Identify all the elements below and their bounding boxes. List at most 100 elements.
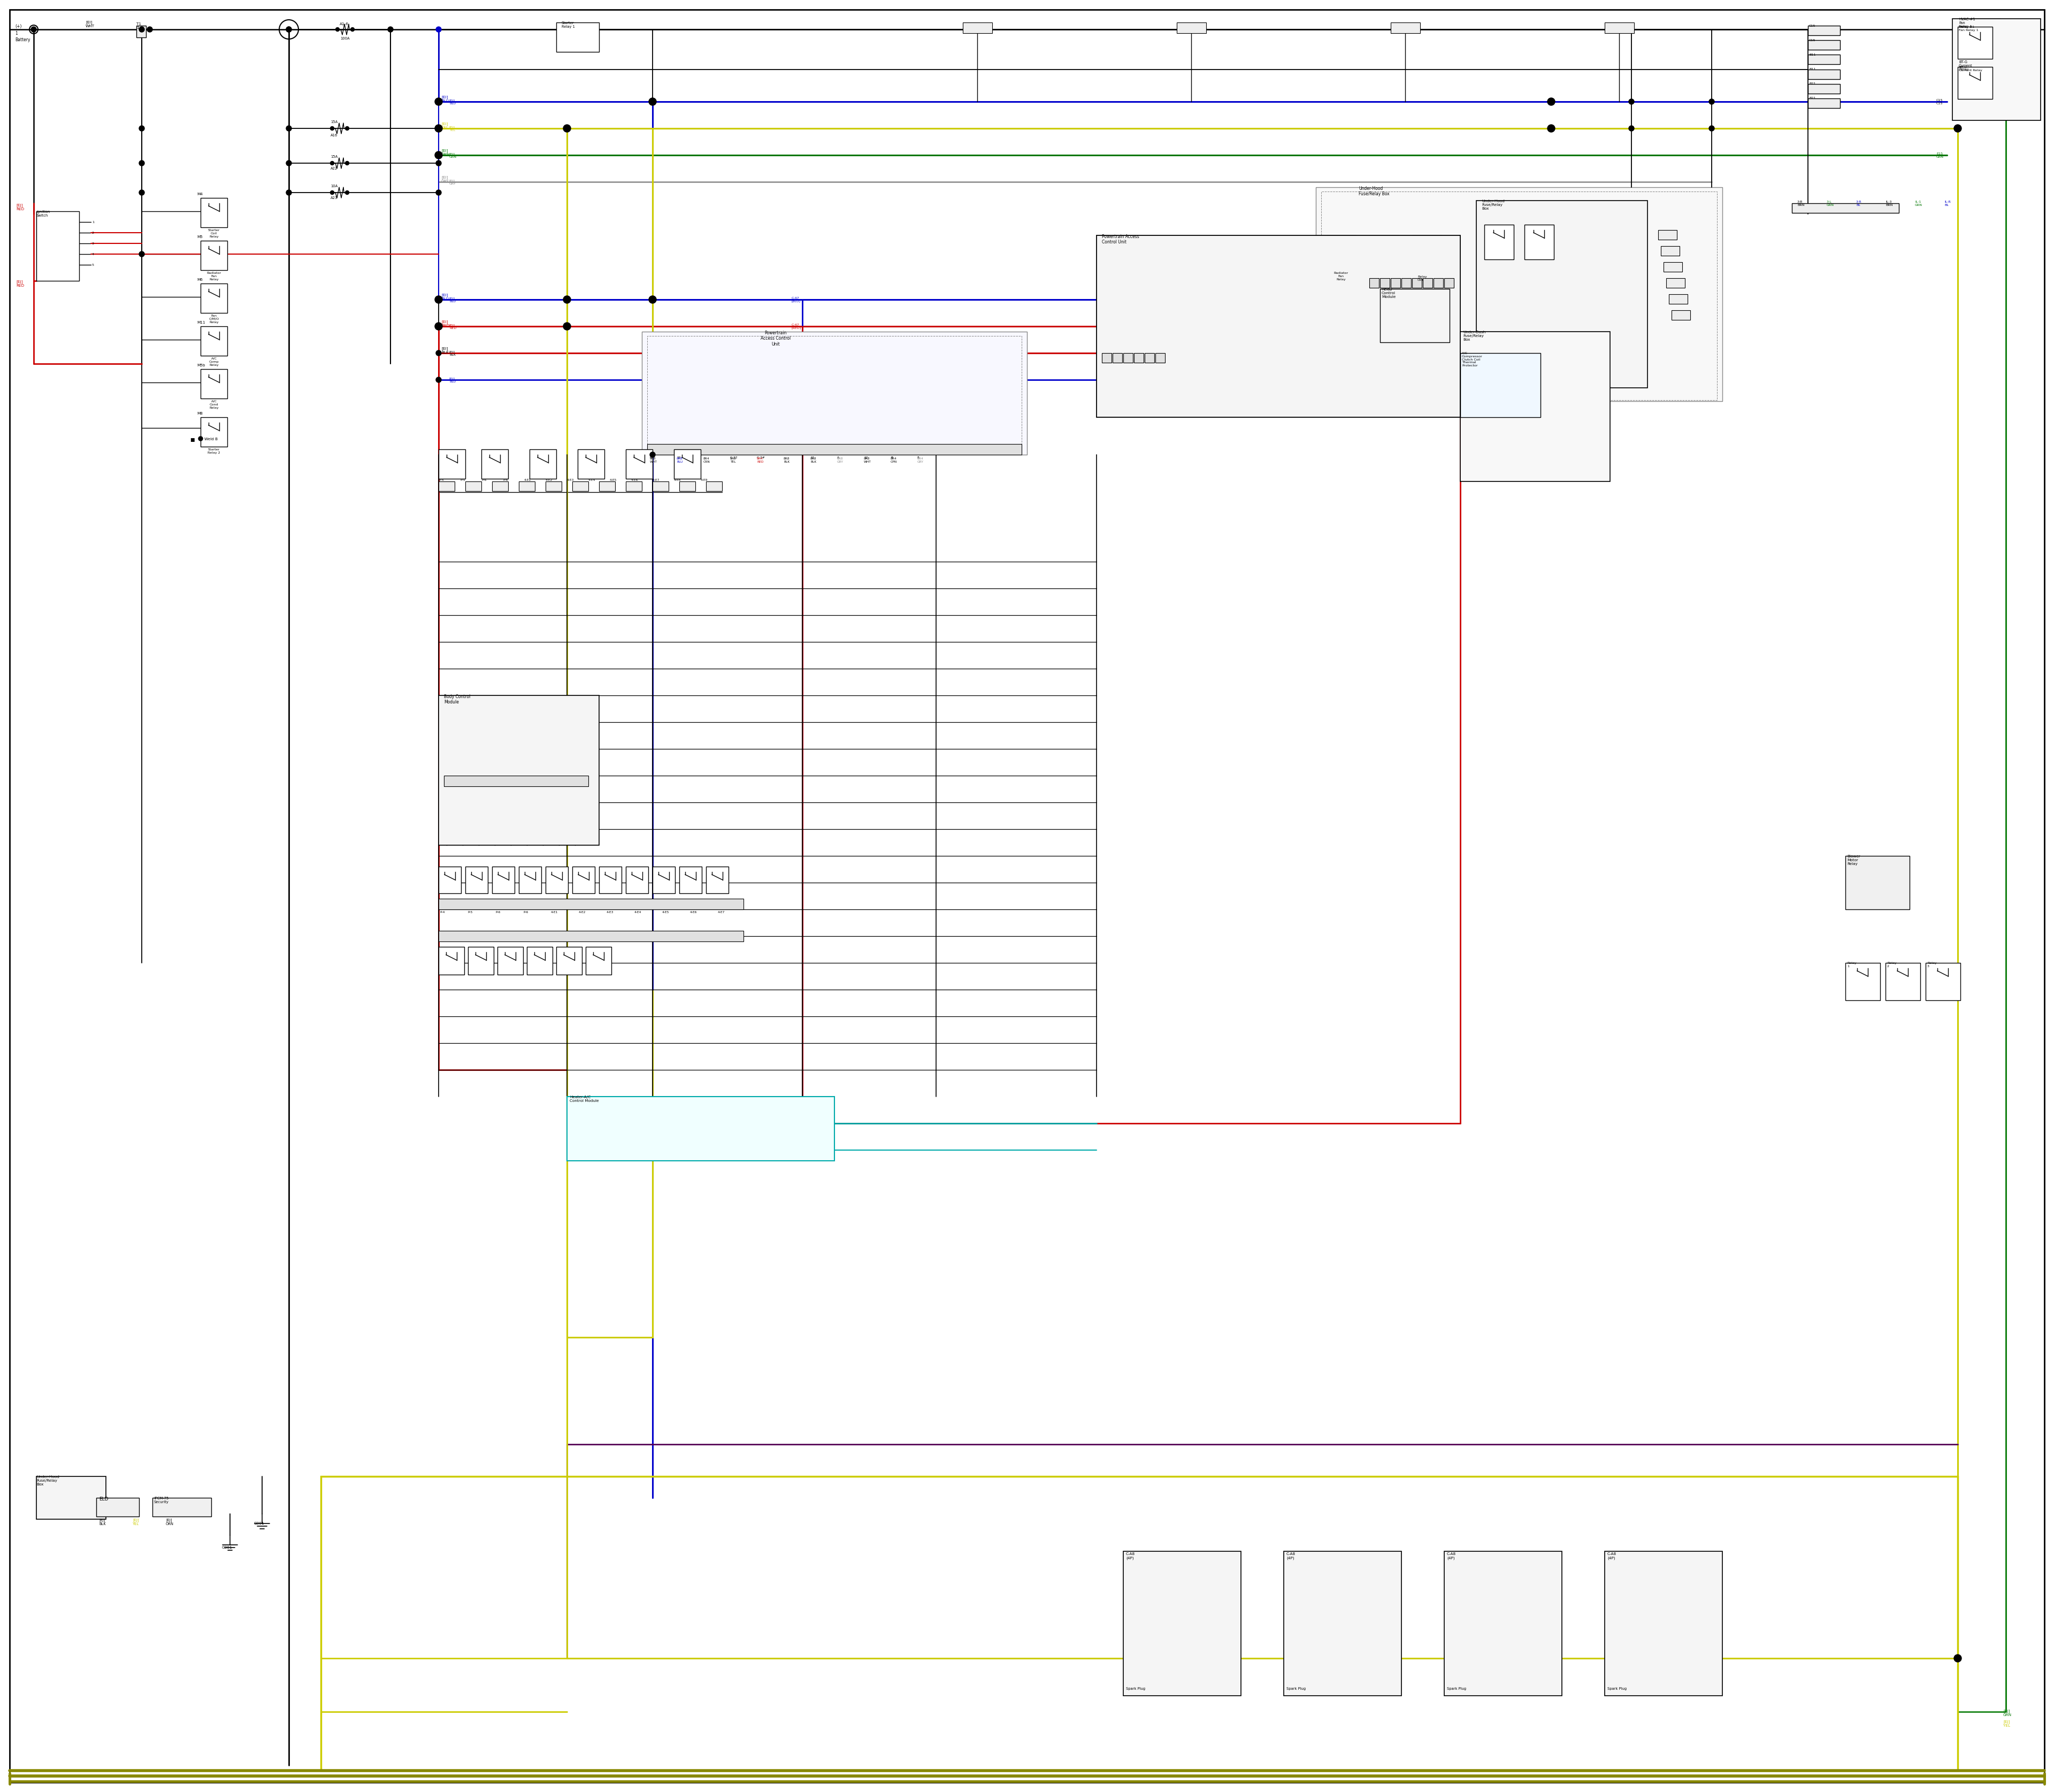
Text: [EI]
YEL: [EI] YEL bbox=[450, 125, 456, 131]
Bar bbox=[1423, 278, 1432, 289]
Bar bbox=[1664, 262, 1682, 272]
Bar bbox=[1124, 1552, 1241, 1695]
Bar bbox=[647, 335, 1021, 453]
Bar bbox=[557, 946, 581, 975]
Circle shape bbox=[140, 251, 144, 256]
Circle shape bbox=[435, 297, 442, 303]
Circle shape bbox=[286, 190, 292, 195]
Bar bbox=[201, 283, 228, 314]
Text: [EI]
BLU: [EI] BLU bbox=[450, 297, 456, 303]
Text: IL-3
BRN: IL-3 BRN bbox=[1886, 201, 1892, 206]
Bar bbox=[1485, 224, 1514, 260]
Bar bbox=[468, 946, 493, 975]
Bar bbox=[530, 450, 557, 478]
Text: IL-1
GRN: IL-1 GRN bbox=[1914, 201, 1923, 206]
Bar bbox=[1113, 353, 1121, 362]
Text: 8R8
BLK: 8R8 BLK bbox=[785, 457, 791, 462]
Bar bbox=[440, 930, 744, 941]
Text: 10A: 10A bbox=[331, 185, 337, 188]
Bar bbox=[585, 946, 612, 975]
Circle shape bbox=[649, 296, 657, 303]
Text: BT-G
Current
Relay: BT-G Current Relay bbox=[1960, 61, 1972, 72]
Text: BT-G
Current Relay: BT-G Current Relay bbox=[1960, 66, 1982, 72]
Text: Relay
1: Relay 1 bbox=[1847, 962, 1857, 968]
Text: [EI]
WHT: [EI] WHT bbox=[86, 20, 94, 27]
Text: Weld B: Weld B bbox=[203, 437, 218, 441]
Bar bbox=[1666, 278, 1684, 289]
Bar bbox=[497, 946, 524, 975]
Text: 4-E7: 4-E7 bbox=[717, 910, 725, 914]
Bar bbox=[653, 867, 676, 894]
Text: 4: 4 bbox=[92, 253, 94, 256]
Text: 10: 10 bbox=[676, 457, 680, 459]
Text: Radiator
Fan
Relay: Radiator Fan Relay bbox=[207, 272, 222, 281]
Text: [EJ]
GRN: [EJ] GRN bbox=[2003, 1710, 2011, 1717]
Circle shape bbox=[351, 27, 355, 30]
Bar bbox=[520, 867, 542, 894]
Text: Under-Hood
Fuse/Relay
Box: Under-Hood Fuse/Relay Box bbox=[37, 1475, 60, 1486]
Bar bbox=[1658, 229, 1676, 240]
Text: P-5: P-5 bbox=[468, 910, 472, 914]
Bar bbox=[1668, 294, 1688, 305]
Bar bbox=[1791, 202, 1898, 213]
Bar bbox=[1927, 962, 1960, 1000]
Text: 8R8
TEL: 8R8 TEL bbox=[729, 457, 735, 462]
Text: Spark Plug: Spark Plug bbox=[1286, 1686, 1306, 1690]
Text: A22: A22 bbox=[331, 167, 337, 170]
Text: Spark Plug: Spark Plug bbox=[1608, 1686, 1627, 1690]
Circle shape bbox=[435, 151, 442, 159]
Bar bbox=[1444, 1552, 1561, 1695]
Text: M5b: M5b bbox=[197, 364, 205, 367]
Bar bbox=[1434, 278, 1444, 289]
Text: A23: A23 bbox=[331, 197, 337, 199]
Text: A1-6: A1-6 bbox=[339, 23, 349, 25]
Text: 8R4
GRY: 8R4 GRY bbox=[918, 457, 924, 462]
Bar bbox=[1321, 192, 1717, 400]
Text: Under-Dash
Fuse/Relay
Box: Under-Dash Fuse/Relay Box bbox=[1462, 330, 1485, 340]
Text: 4-E2: 4-E2 bbox=[579, 910, 585, 914]
Bar bbox=[1957, 61, 2001, 99]
Bar bbox=[600, 482, 614, 491]
Bar bbox=[1662, 246, 1680, 256]
Text: M11: M11 bbox=[197, 321, 205, 324]
Text: P-5: P-5 bbox=[460, 478, 464, 482]
Text: Spark Plug: Spark Plug bbox=[1126, 1686, 1146, 1690]
Bar bbox=[1957, 18, 2001, 56]
Text: P-6: P-6 bbox=[495, 910, 501, 914]
Circle shape bbox=[345, 161, 349, 165]
Text: [EI]
BLK: [EI] BLK bbox=[450, 351, 456, 357]
Circle shape bbox=[1953, 1654, 1962, 1661]
Text: [EJ]
RED: [EJ] RED bbox=[16, 202, 25, 211]
Text: C: C bbox=[649, 457, 651, 459]
Bar bbox=[152, 1498, 212, 1516]
Bar bbox=[600, 867, 622, 894]
Text: M4: M4 bbox=[197, 192, 203, 195]
Bar bbox=[1101, 353, 1111, 362]
Circle shape bbox=[388, 27, 392, 32]
Text: ■: ■ bbox=[189, 437, 195, 443]
Bar bbox=[493, 482, 507, 491]
Text: 8R4
RED: 8R4 RED bbox=[756, 457, 764, 462]
Bar bbox=[1460, 353, 1540, 418]
Bar bbox=[440, 482, 454, 491]
Text: G001: G001 bbox=[222, 1546, 232, 1548]
Text: Battery: Battery bbox=[14, 38, 31, 43]
Text: 3-B
BRN: 3-B BRN bbox=[1797, 201, 1805, 206]
Bar bbox=[97, 1498, 140, 1516]
Bar bbox=[1604, 23, 1635, 34]
Circle shape bbox=[148, 27, 152, 32]
Circle shape bbox=[435, 376, 442, 382]
Circle shape bbox=[286, 27, 292, 32]
Bar bbox=[1957, 27, 1992, 59]
Bar bbox=[1413, 235, 1442, 271]
Circle shape bbox=[649, 99, 655, 104]
Text: 3-R
BL: 3-R BL bbox=[1857, 201, 1861, 206]
Text: Starter
Relay 2: Starter Relay 2 bbox=[207, 448, 220, 453]
Bar bbox=[37, 1477, 107, 1520]
Text: [EI]
BLU: [EI] BLU bbox=[442, 294, 448, 301]
Text: C 2#: C 2# bbox=[756, 457, 764, 459]
Circle shape bbox=[565, 125, 569, 131]
Bar bbox=[201, 418, 228, 446]
Bar bbox=[1327, 235, 1356, 271]
Bar bbox=[1808, 54, 1840, 65]
